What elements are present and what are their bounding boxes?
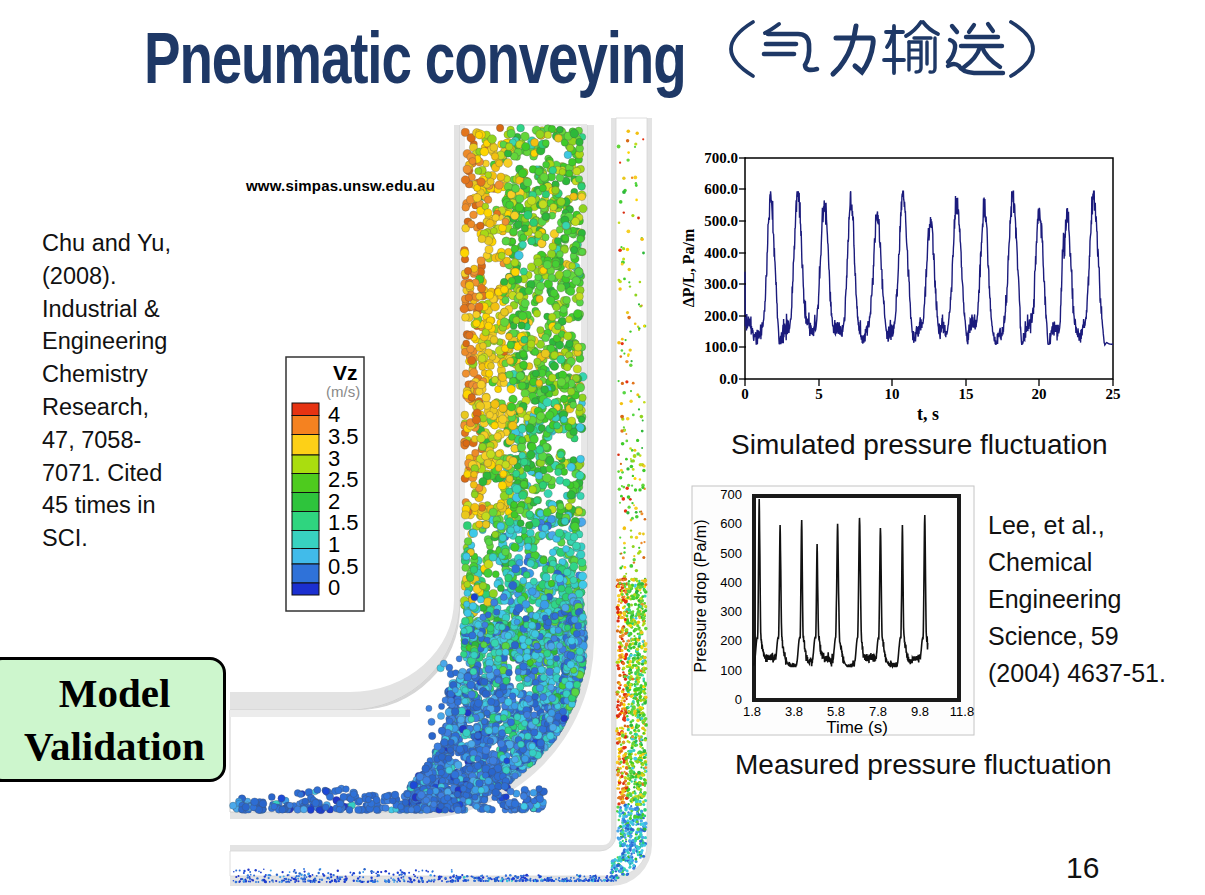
svg-text:9.8: 9.8 <box>911 704 929 719</box>
svg-text:Time (s): Time (s) <box>826 718 888 737</box>
svg-text:3.8: 3.8 <box>785 704 803 719</box>
svg-text:600: 600 <box>720 516 742 531</box>
svg-text:5.8: 5.8 <box>827 704 845 719</box>
svg-text:11.8: 11.8 <box>950 704 974 719</box>
svg-text:200: 200 <box>720 633 742 648</box>
svg-text:1.8: 1.8 <box>743 704 761 719</box>
svg-text:500: 500 <box>720 546 742 561</box>
svg-text:7.8: 7.8 <box>869 704 887 719</box>
svg-text:0: 0 <box>735 692 742 707</box>
svg-text:100: 100 <box>720 663 742 678</box>
svg-text:700: 700 <box>720 487 742 502</box>
svg-text:400: 400 <box>720 575 742 590</box>
svg-text:Pressure drop (Pa/m): Pressure drop (Pa/m) <box>692 520 709 673</box>
svg-text:300: 300 <box>720 604 742 619</box>
